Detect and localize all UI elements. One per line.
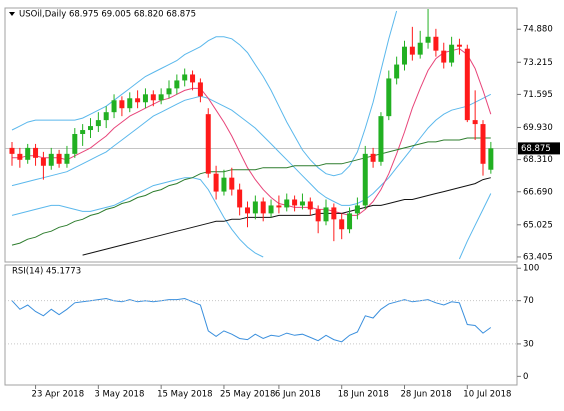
y-tick-label: 70 [523,296,534,306]
candle-body [135,98,141,103]
candle-body [339,219,345,230]
main-panel [4,7,518,263]
candle-body [252,201,258,214]
candle-body [33,147,39,158]
candle-body [182,74,188,81]
candle-body [88,126,93,131]
candle-body [409,46,415,55]
candle-body [315,209,321,222]
x-tick-label: 25 May 2018 [220,390,275,400]
y-tick-label: 30 [523,339,534,349]
candle-body [17,153,23,160]
y-tick-label: 68.310 [523,155,553,165]
candle-body [166,88,172,95]
candle-body [449,44,455,63]
candle-body [25,147,31,160]
candle-body [9,147,15,154]
rsi-title: RSI(14) 45.1773 [12,267,81,277]
candle-body [394,64,400,79]
candle-body [425,36,431,43]
rsi-line [11,297,492,343]
candle-body [142,94,148,103]
candle-body [488,148,494,170]
y-tick-label: 63.405 [523,252,553,262]
last-price-box [518,142,560,155]
last-price-label: 68.875 [521,144,551,154]
candle-body [456,44,462,47]
candle-body [354,205,360,214]
candle-body [72,134,78,154]
candle-body [441,50,447,63]
y-tick-label: 73.215 [523,58,553,68]
candle-body [362,153,368,206]
candle-body [150,94,156,101]
candle-body [95,120,101,127]
candle-body [205,114,211,174]
candle-body [323,207,329,222]
candle-body [417,42,423,55]
candle-body [433,36,439,51]
indicator-line [11,177,492,260]
candle-body [480,124,486,164]
candle-body [197,82,203,97]
candle-body [378,116,384,162]
candle-body [119,100,125,109]
x-tick-label: 15 May 2018 [157,390,212,400]
candle-body [402,46,407,65]
x-tick-label: 28 Jun 2018 [401,390,452,400]
indicator-line [12,48,492,216]
candle-body [268,205,274,214]
candle-body [213,173,219,192]
candle-body [386,78,392,117]
x-tick-label: 18 Jun 2018 [338,390,389,400]
candle-body [174,80,180,89]
candle-body [464,48,470,121]
x-tick-label: 3 May 2018 [94,390,144,400]
candle-body [237,189,243,208]
candle-body [80,130,86,135]
candle-body [64,153,70,164]
y-tick-label: 66.690 [523,187,553,197]
indicator-line [11,93,492,206]
chart-title: USOil,Daily 68.975 69.005 68.820 68.875 [19,10,196,20]
candle-body [472,120,478,125]
candle-body [347,213,353,230]
indicator-line [11,137,491,246]
indicator-line [11,10,398,177]
candle-body [245,207,250,214]
candle-body [260,201,266,214]
candle-body [284,199,290,208]
x-tick-label: 10 Jul 2018 [463,390,511,400]
indicator-line [82,177,491,256]
candle-body [229,177,235,190]
x-tick-label: 6 Jun 2018 [275,390,321,400]
candle-body [158,94,164,101]
x-tick-label: 23 Apr 2018 [32,390,85,400]
menu-arrow[interactable] [9,12,15,16]
y-tick-label: 100 [523,264,539,274]
rsi-panel [4,264,518,386]
y-tick-label: 65.025 [523,220,553,230]
candle-body [103,112,109,121]
candle-body [307,201,313,210]
candle-body [299,201,305,206]
candle-body [40,157,46,166]
candle-body [190,74,196,83]
candle-body [292,199,298,206]
y-tick-label: 69.930 [523,123,553,133]
candle-body [331,207,337,220]
candle-body [370,153,376,162]
candle-body [127,98,133,109]
y-tick-label: 0 [523,372,528,382]
candle-body [56,153,62,164]
y-tick-label: 74.880 [523,25,553,35]
candle-body [111,100,117,113]
y-tick-label: 71.595 [523,90,553,100]
candle-body [48,153,54,166]
candle-body [221,177,227,192]
candle-body [276,205,282,208]
